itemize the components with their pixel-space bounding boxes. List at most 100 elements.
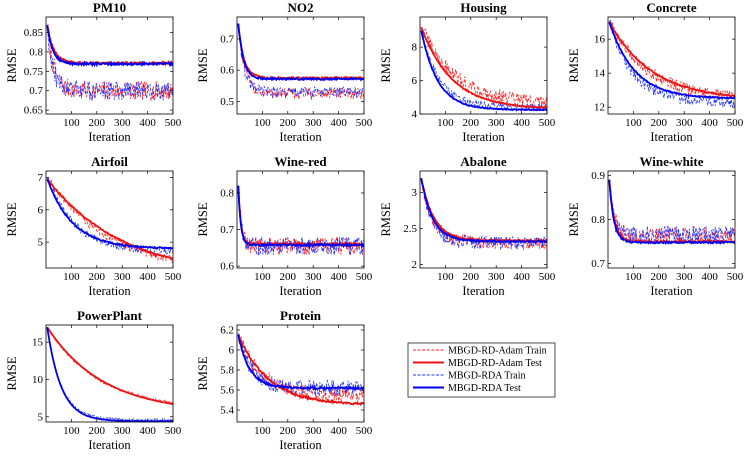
x-axis-label: Iteration: [279, 284, 322, 298]
x-tick-label: 500: [539, 271, 556, 283]
x-tick-label: 100: [437, 117, 454, 129]
series-group: [46, 24, 173, 102]
series-line-mbgd-rda-test: [237, 23, 364, 82]
x-tick-label: 300: [114, 117, 131, 129]
y-tick-label: 6: [38, 204, 44, 216]
series-group: [420, 26, 547, 113]
x-tick-label: 200: [651, 117, 668, 129]
series-line-mbgd-rd-adam-train: [420, 27, 547, 110]
series-line-mbgd-rda-test: [420, 178, 547, 244]
x-tick-label: 100: [437, 271, 454, 283]
x-tick-label: 200: [463, 117, 480, 129]
series-line-mbgd-rda-train: [46, 327, 173, 422]
subplot-no2: 100 200 300 400 500 0.5 0.6 0.7 NO2 Iteration RMSE: [196, 0, 373, 144]
x-tick-label: 100: [63, 271, 80, 283]
x-tick-label: 200: [89, 271, 106, 283]
x-tick-label: 100: [254, 425, 271, 437]
subplot-title: Wine-red: [274, 154, 327, 169]
series-group: [237, 333, 364, 407]
x-tick-label: 200: [280, 271, 297, 283]
subplot-housing: 100 200 300 400 500 4 6 8 Housing Iteration RMSE: [379, 0, 556, 144]
series-line-mbgd-rd-adam-test: [46, 178, 173, 260]
y-axis-label: RMSE: [379, 48, 393, 82]
y-tick-label: 6: [229, 345, 235, 357]
subplot-title: PM10: [93, 0, 126, 15]
y-axis-label: RMSE: [5, 356, 19, 390]
x-axis-label: Iteration: [650, 130, 693, 144]
y-tick-label: 4: [412, 109, 418, 121]
legend-entry-label: MBGD-RDA Test: [448, 383, 521, 394]
series-line-mbgd-rd-adam-test: [420, 178, 547, 243]
y-tick-label: 0.5: [220, 96, 234, 108]
x-tick-label: 100: [63, 117, 80, 129]
x-axis-label: Iteration: [462, 130, 505, 144]
subplot-title: Concrete: [646, 0, 697, 15]
x-tick-label: 500: [356, 117, 373, 129]
x-tick-label: 400: [139, 425, 156, 437]
axes-frame: [419, 16, 548, 115]
series-line-mbgd-rd-adam-train: [46, 326, 173, 405]
series-group: [608, 19, 735, 108]
y-tick-label: 8: [412, 42, 418, 54]
y-tick-label: 0.8: [29, 46, 43, 58]
y-axis-label: RMSE: [196, 202, 210, 236]
subplot-abalone: 100 200 300 400 500 2 2.5 3 Abalone Iteration RMSE: [379, 154, 556, 298]
axes-frame: [419, 170, 548, 269]
series-line-mbgd-rd-adam-test: [237, 23, 364, 81]
subplot-title: PowerPlant: [77, 308, 143, 323]
x-axis-label: Iteration: [650, 284, 693, 298]
legend-entry-label: MBGD-RD-Adam Train: [448, 346, 547, 357]
series-line-mbgd-rd-adam-test: [46, 25, 173, 67]
x-axis-label: Iteration: [88, 284, 131, 298]
x-tick-label: 500: [165, 271, 182, 283]
x-tick-label: 300: [488, 271, 505, 283]
series-group: [608, 179, 735, 246]
series-line-mbgd-rd-adam-test: [237, 334, 364, 407]
x-tick-label: 300: [114, 425, 131, 437]
series-line-mbgd-rda-train: [608, 179, 735, 245]
y-axis-label: RMSE: [196, 48, 210, 82]
subplot-grid: 100 200 300 400 5000.650.70.750.80.85PM10Ite…: [5, 0, 744, 452]
x-tick-label: 400: [139, 271, 156, 283]
subplot-concrete: 100 200 300 400 500 12 14 16 Concrete Iteration RM…: [567, 0, 744, 144]
x-tick-label: 100: [254, 117, 271, 129]
axes-frame: [45, 16, 174, 115]
x-tick-label: 500: [539, 117, 556, 129]
series-line-mbgd-rda-train: [46, 29, 173, 102]
y-tick-label: 0.6: [220, 65, 234, 77]
series-group: [46, 326, 173, 422]
x-tick-label: 300: [305, 117, 322, 129]
y-axis-label: RMSE: [5, 48, 19, 82]
y-tick-label: 3: [412, 187, 418, 199]
series-group: [237, 23, 364, 101]
x-tick-label: 500: [727, 117, 744, 129]
x-tick-label: 400: [513, 117, 530, 129]
x-tick-label: 400: [701, 271, 718, 283]
y-tick-label: 0.7: [220, 224, 234, 236]
x-tick-label: 100: [625, 117, 642, 129]
y-tick-label: 0.7: [220, 33, 234, 45]
x-tick-label: 400: [330, 117, 347, 129]
axes-frame: [45, 170, 174, 269]
series-line-mbgd-rd-adam-test: [46, 326, 173, 405]
series-line-mbgd-rd-adam-train: [420, 178, 547, 251]
series-line-mbgd-rda-test: [46, 327, 173, 422]
x-tick-label: 200: [651, 271, 668, 283]
y-tick-label: 7: [38, 172, 44, 184]
series-group: [420, 178, 547, 251]
y-axis-label: RMSE: [196, 356, 210, 390]
x-tick-label: 100: [625, 271, 642, 283]
x-tick-label: 400: [330, 271, 347, 283]
x-axis-label: Iteration: [88, 438, 131, 452]
series-line-mbgd-rd-adam-train: [46, 178, 173, 264]
series-line-mbgd-rd-adam-test: [608, 21, 735, 98]
x-tick-label: 500: [165, 425, 182, 437]
y-tick-label: 0.6: [220, 261, 234, 273]
y-axis-label: RMSE: [567, 48, 581, 82]
x-axis-label: Iteration: [279, 130, 322, 144]
axes-frame: [45, 324, 174, 423]
x-tick-label: 300: [305, 425, 322, 437]
x-tick-label: 500: [165, 117, 182, 129]
